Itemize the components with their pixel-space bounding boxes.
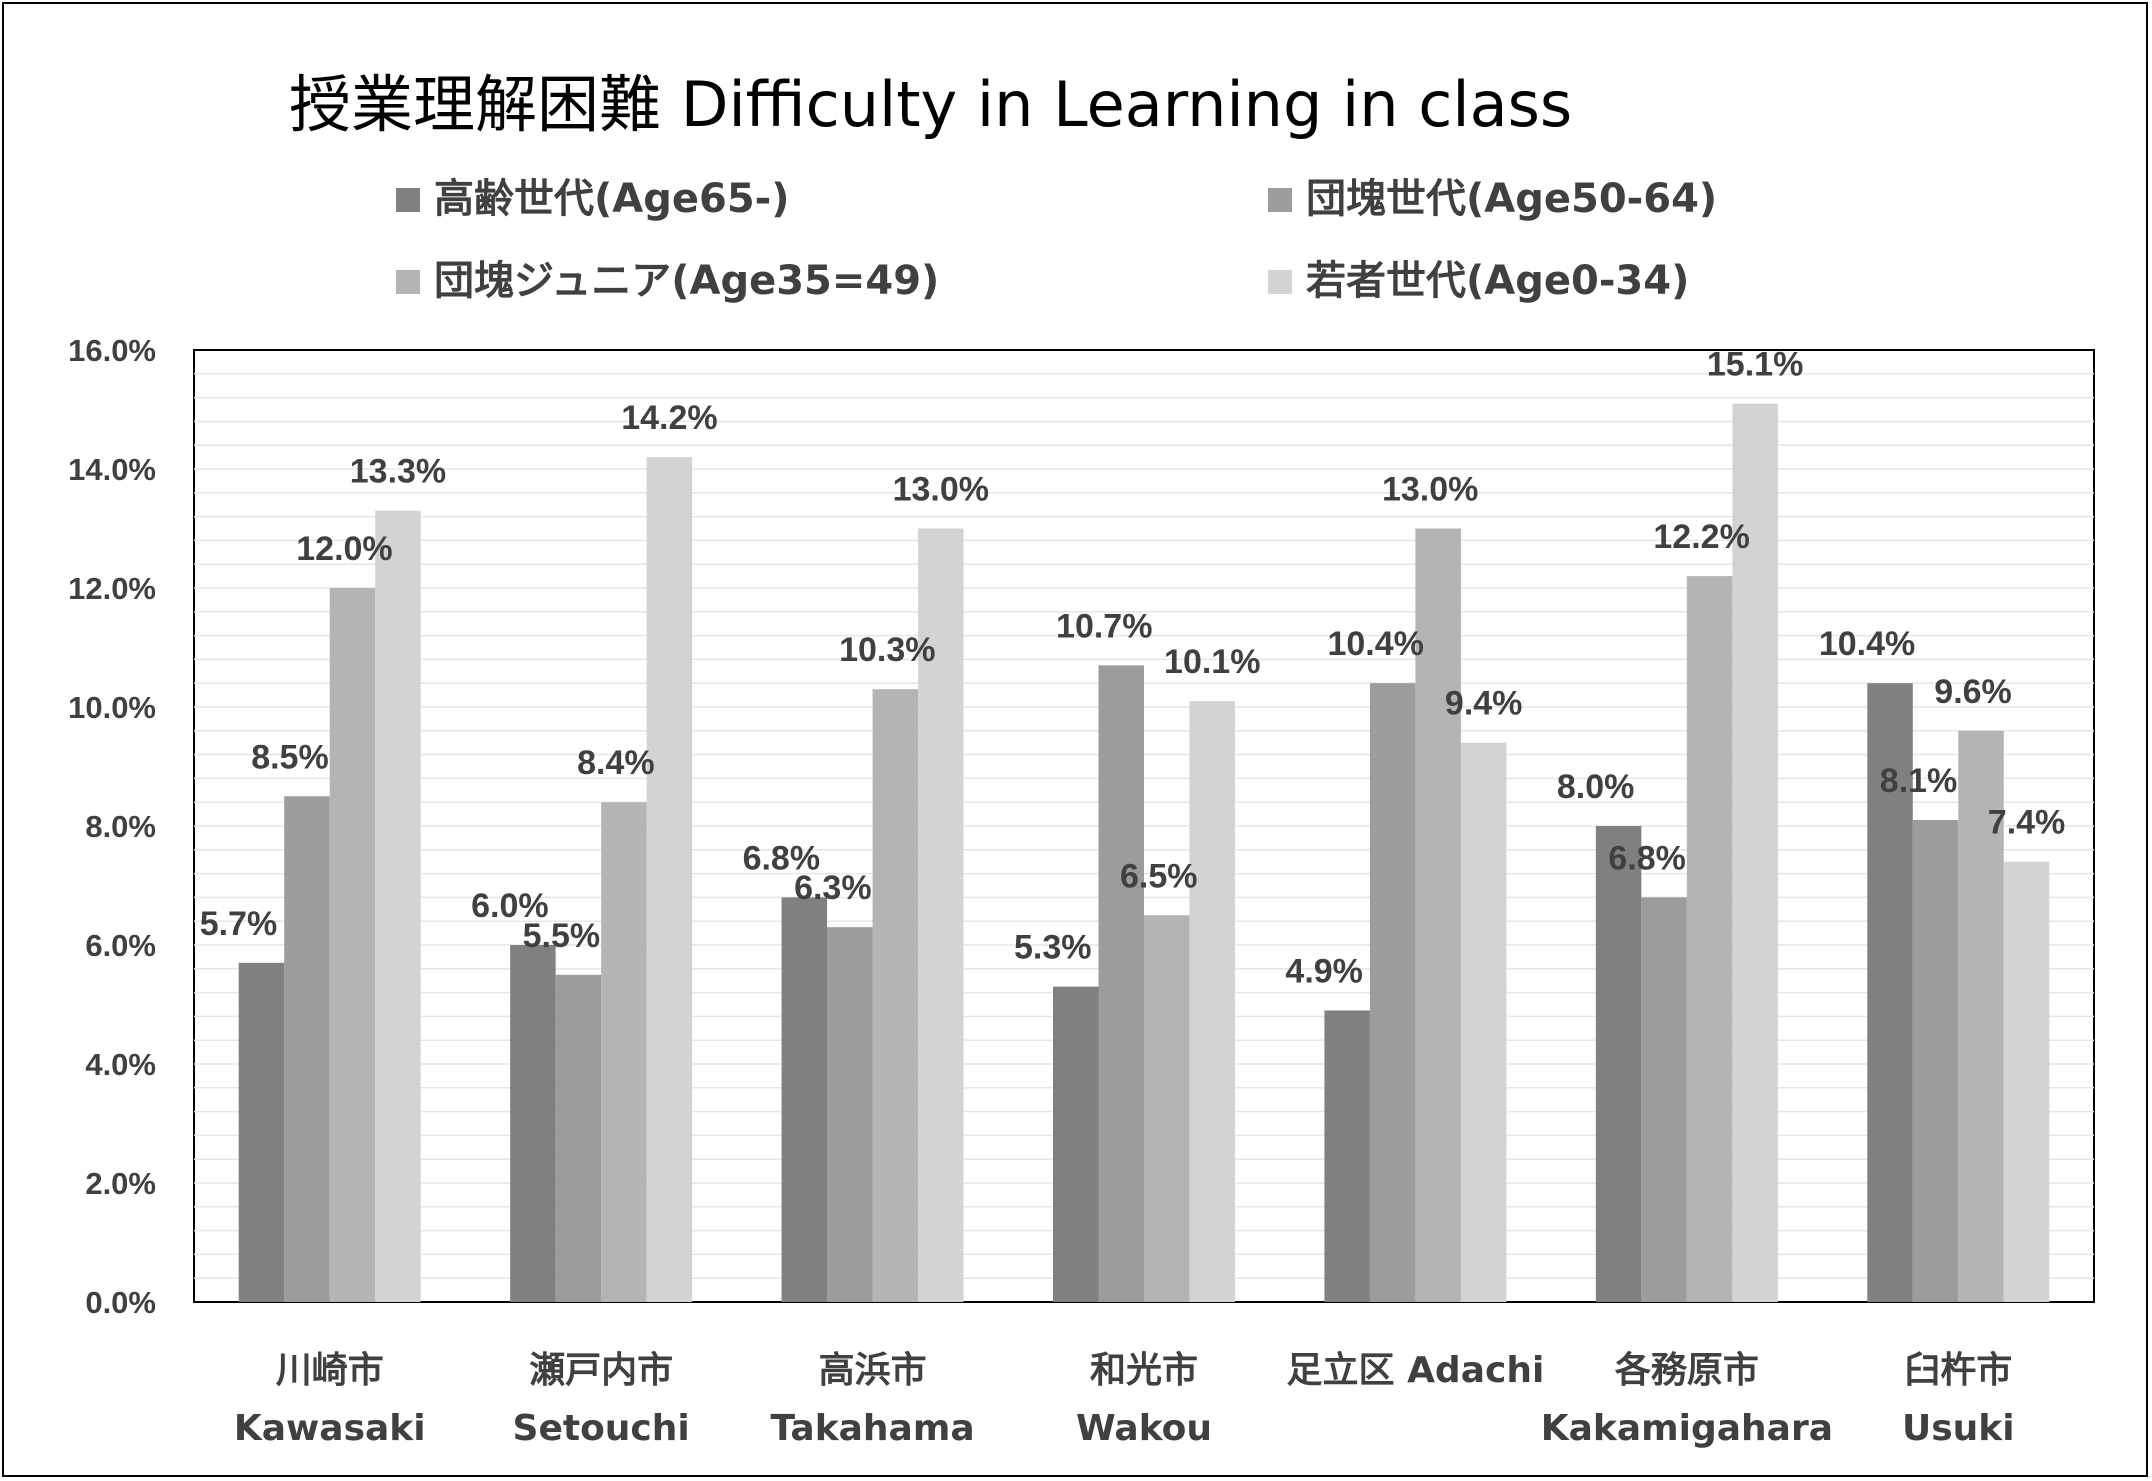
y-tick-label: 6.0% [85,928,156,963]
bar [1189,701,1235,1302]
data-label: 4.9% [1285,952,1363,990]
legend-swatch [396,188,420,212]
bar [1595,826,1642,1302]
legend-swatch [396,270,420,294]
data-label: 8.4% [577,744,655,782]
category-label: 瀬戸内市 [529,1350,673,1391]
bar [1641,897,1687,1302]
category-label-en: Usuki [1902,1408,2015,1449]
data-label: 6.0% [471,887,549,925]
category-label-en: Kakamigahara [1541,1408,1833,1449]
category-label: 各務原市 [1615,1350,1759,1391]
bar [1958,730,2004,1302]
data-label: 6.3% [794,869,872,907]
bar-chart: 授業理解困難 Difficulty in Learning in class 高… [68,68,2095,1449]
value-labels: 5.7% 6.0% 6.8% 5.3% 4.9% 8.0% 10.4% 8.5% 5.5% 6.3… [200,346,2066,991]
bar [510,945,556,1302]
data-label: 7.4% [1988,804,2066,842]
data-label: 10.4% [1327,625,1423,663]
bar [1686,576,1733,1302]
bar [375,510,421,1302]
chart-title: 授業理解困難 Difficulty in Learning in class [289,68,1572,141]
bar [1324,1010,1370,1302]
category-label-en: Kawasaki [234,1408,426,1449]
data-label: 6.8% [743,839,821,877]
data-label: 10.1% [1164,643,1260,681]
data-label: 10.7% [1056,607,1152,645]
data-label: 8.1% [1880,762,1958,800]
bar [1460,742,1507,1302]
y-tick-label: 10.0% [68,690,156,725]
y-tick-label: 12.0% [68,571,156,606]
y-tick-label: 2.0% [85,1166,156,1201]
bar [329,588,376,1302]
data-label: 9.4% [1445,685,1523,723]
data-label: 9.6% [1934,673,2012,711]
category-label: 和光市 [1090,1350,1198,1391]
bar [238,962,285,1302]
y-tick-label: 8.0% [85,809,156,844]
category-label: 臼杵市 [1904,1350,2012,1391]
data-label: 5.7% [200,905,278,943]
category-label-en: Takahama [770,1408,974,1449]
bars [238,403,2050,1303]
bar [827,927,873,1302]
data-label: 5.5% [523,917,601,955]
bar [781,897,828,1302]
legend-swatch [1268,188,1292,212]
bar [284,796,330,1302]
bar [1369,683,1416,1302]
bar [555,974,602,1302]
data-label: 13.3% [350,453,446,491]
data-label: 13.0% [1382,471,1478,509]
legend-label: 若者世代(Age0-34) [1306,258,1689,304]
data-label: 8.0% [1557,768,1635,806]
bar [872,689,919,1302]
category-label: 足立区 Adachi [1287,1350,1545,1391]
data-label: 15.1% [1707,346,1803,384]
category-label: 川崎市 [276,1350,384,1391]
data-label: 12.0% [296,530,392,568]
bar [1732,403,1778,1302]
legend-label: 高齢世代(Age65-) [434,176,790,222]
category-label-en: Wakou [1076,1408,1212,1449]
y-tick-label: 0.0% [85,1285,156,1320]
bar [1053,986,1099,1302]
bar [918,528,964,1302]
data-label: 12.2% [1653,518,1749,556]
y-tick-label: 4.0% [85,1047,156,1082]
bar [1415,528,1461,1302]
y-tick-label: 14.0% [68,452,156,487]
data-label: 10.4% [1819,625,1915,663]
bar [601,802,647,1302]
data-label: 13.0% [893,471,989,509]
data-label: 6.8% [1608,839,1686,877]
data-label: 8.5% [251,738,329,776]
data-label: 6.5% [1120,857,1198,895]
bar [1098,665,1144,1302]
data-label: 10.3% [839,631,935,669]
x-axis: 川崎市 Kawasaki 瀬戸内市 Setouchi 高浜市 Takahama 和光市 Wak… [234,1350,2015,1449]
bar [646,457,693,1303]
data-label: 5.3% [1014,929,1092,967]
bar [1867,683,1913,1302]
legend-swatch [1268,270,1292,294]
category-label: 高浜市 [819,1350,927,1391]
y-tick-label: 16.0% [68,333,156,368]
legend-label: 団塊ジュニア(Age35=49) [434,258,939,304]
legend: 高齢世代(Age65-) 団塊世代(Age50-64) 団塊ジュニア(Age35=4… [396,176,1717,304]
bar [1912,820,1959,1302]
bar [2003,861,2050,1302]
bar [1144,915,1190,1302]
category-label-en: Setouchi [513,1408,690,1449]
data-label: 14.2% [621,399,717,437]
legend-label: 団塊世代(Age50-64) [1306,176,1717,222]
